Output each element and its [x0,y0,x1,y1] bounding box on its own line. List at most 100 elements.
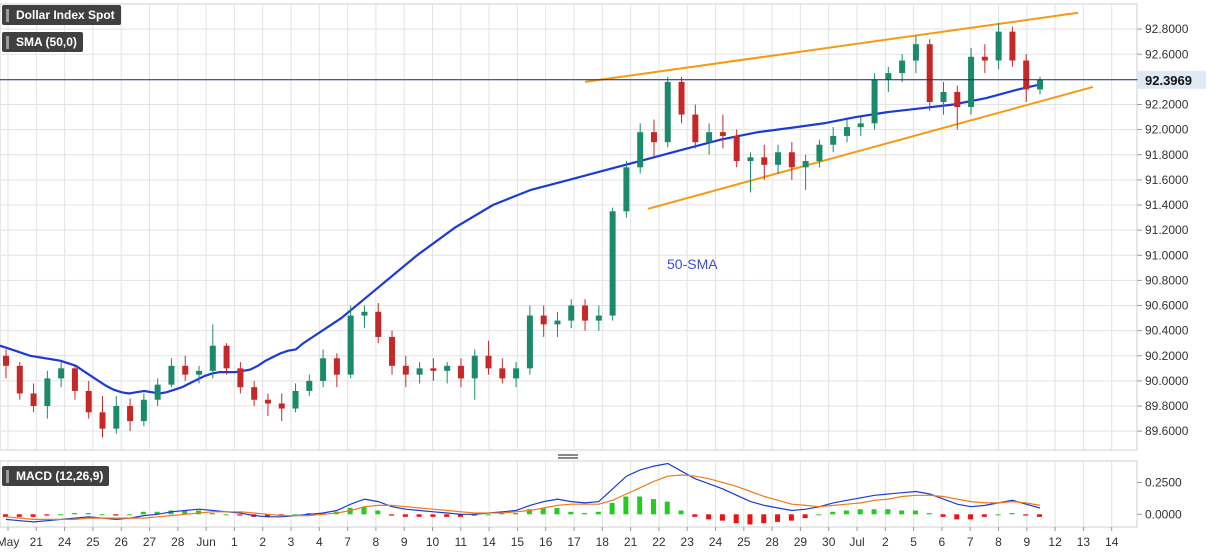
candle-down [719,132,726,136]
candle-up [871,79,878,124]
candle-up [885,73,892,80]
support-trend-line [647,85,1094,210]
y-tick-label: 92.6000 [1145,47,1189,61]
macd-histogram-bar [885,509,891,515]
macd-histogram-bar [678,510,684,515]
macd-histogram-bar [733,514,739,524]
candle-up [140,399,147,422]
macd-histogram-bar [981,514,987,517]
macd-histogram-bar [513,513,519,515]
last-price-label: 92.3969 [1145,73,1192,88]
candle-up [830,135,837,145]
candle-down [485,355,492,369]
candle-down [692,114,699,143]
macd-histogram-bar [568,511,574,515]
y-tick-label: 92.8000 [1145,22,1189,36]
macd-histogram-bar [361,506,367,515]
sma-indicator-label: SMA (50,0) [16,35,77,49]
candle-down [127,406,134,422]
candle-up [320,358,327,381]
macd-tag[interactable]: MACD (12,26,9) [2,466,110,486]
y-tick-label: 92.0000 [1145,123,1189,137]
macd-histogram-bar [857,509,863,515]
y-tick-label: 89.8000 [1145,399,1189,413]
macd-histogram-bar [16,514,22,517]
candle-down [1023,60,1030,90]
x-tick-label: 22 [652,535,666,549]
x-tick-label: 1 [231,535,238,549]
x-tick-label: 8 [995,535,1002,549]
candle-up [513,368,520,379]
x-tick-label: 2 [259,535,266,549]
macd-histogram-bar [430,514,436,517]
y-tick-label: 92.2000 [1145,98,1189,112]
macd-histogram-bar [320,513,326,515]
candle-down [788,152,795,168]
y-tick-label: 91.0000 [1145,248,1189,262]
x-axis: May 21 24 25 26 27 28 Jun 1 2 3 4 7 8 9 10 11 14 15 16 17 18 2… [0,527,1119,549]
candle-down [650,132,657,143]
x-tick-label: 14 [1105,535,1119,549]
macd-histogram-bar [1009,513,1015,515]
x-tick-label: 16 [539,535,553,549]
last-price-box [1138,70,1206,89]
macd-histogram-bar [306,513,312,515]
tag-swatch [6,470,9,483]
price-pane-frame [0,3,1138,451]
resistance-trend-line [584,11,1079,83]
pane-splitter-handle [558,457,578,459]
macd-histogram-bar [899,510,905,515]
x-tick-label: 23 [681,535,695,549]
candle-up [58,368,65,379]
candle-up [637,132,644,168]
sma-50-line [0,83,1041,395]
macd-histogram-bar [1037,514,1042,517]
candle-down [1009,31,1016,61]
macd-indicator-label: MACD (12,26,9) [16,469,104,483]
macd-line [5,462,1041,523]
x-tick-label: 7 [967,535,974,549]
x-tick-label: 3 [288,535,295,549]
macd-histogram-bar [719,514,725,521]
macd-histogram-bar [747,514,753,525]
candle-down [733,135,740,162]
sma-tag[interactable]: SMA (50,0) [2,32,83,52]
x-tick-label: 2 [882,535,889,549]
macd-histogram-bar [30,514,36,517]
y-tick-label: 91.2000 [1145,223,1189,237]
macd-histogram-bar [554,507,560,515]
candle-up [706,132,713,143]
macd-histogram-bar [292,514,298,516]
macd-signal-line [5,474,1041,521]
macd-histogram-bar [264,514,270,517]
macd-histogram-bar [278,514,284,516]
x-tick-label: 4 [316,535,323,549]
candle-down [264,399,271,404]
macd-histogram-bar [237,514,243,516]
candle-down [926,44,933,102]
candle-down [85,390,92,413]
candle-up [940,91,947,102]
y-tick-label: 90.4000 [1145,324,1189,338]
x-tick-label: 5 [910,535,917,549]
candle-up [857,123,864,128]
x-tick-label: 28 [765,535,779,549]
candle-up [44,378,51,407]
y-tick-label: 91.8000 [1145,148,1189,162]
candle-down [430,368,437,371]
macd-histogram-bar [113,514,119,516]
x-tick-label: 14 [482,535,496,549]
instrument-tag[interactable]: Dollar Index Spot [2,5,121,25]
candle-down [251,387,258,400]
candle-down [375,311,382,337]
macd-histogram-bar [71,513,77,515]
x-tick-label: 11 [455,535,468,549]
y-tick-label: 90.6000 [1145,299,1189,313]
x-tick-label: 29 [794,535,808,549]
candle-down [16,365,23,394]
macd-histogram-bar [99,514,105,516]
macd-histogram-bar [196,510,202,515]
x-tick-label: 24 [709,535,723,549]
macd-histogram-bar [127,514,133,516]
